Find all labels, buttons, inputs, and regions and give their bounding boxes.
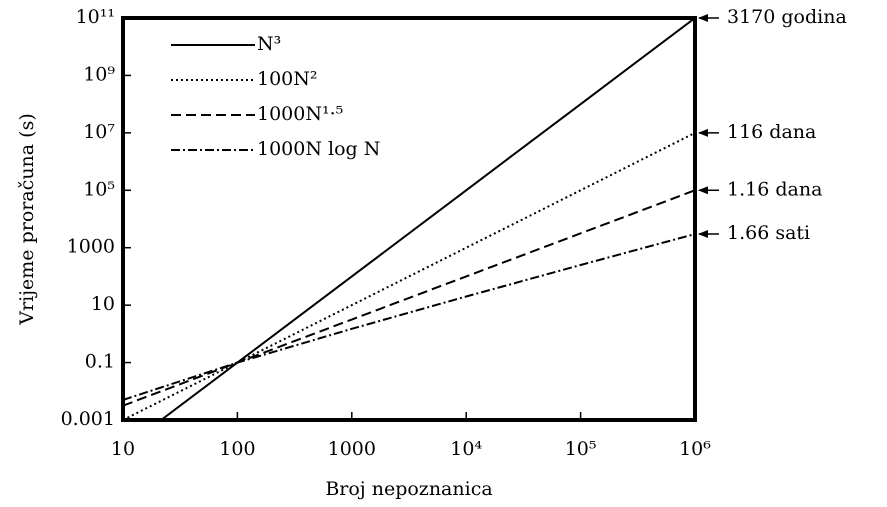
legend-label: N³ <box>257 33 281 55</box>
y-tick-label: 10 <box>91 293 115 315</box>
annotation-label: 1.16 dana <box>727 178 822 200</box>
series-line <box>159 18 695 420</box>
x-axis-label: Broj nepoznanica <box>325 478 492 500</box>
x-tick-label: 10⁴ <box>450 438 482 460</box>
legend-label: 1000N log N <box>257 138 380 160</box>
annotation-label: 3170 godina <box>727 6 847 28</box>
y-tick-label: 10¹¹ <box>76 6 115 28</box>
series-line <box>123 233 695 401</box>
plot-frame <box>121 16 697 422</box>
y-axis-label: Vrijeme proračuna (s) <box>16 113 38 325</box>
y-tick-label: 10⁵ <box>83 178 115 200</box>
series-line <box>123 189 695 407</box>
annotation-label: 116 dana <box>727 121 816 143</box>
series-line <box>123 131 695 420</box>
x-tick-label: 10⁵ <box>565 438 597 460</box>
y-tick-label: 0.1 <box>85 351 115 373</box>
legend-label: 1000N¹·⁵ <box>257 103 343 125</box>
y-tick-label: 1000 <box>67 236 115 258</box>
y-tick-label: 0.001 <box>61 408 115 430</box>
legend-label: 100N² <box>257 68 318 90</box>
x-tick-label: 100 <box>219 438 255 460</box>
x-tick-label: 10 <box>111 438 135 460</box>
annotation-label: 1.66 sati <box>727 222 810 244</box>
x-tick-label: 10⁶ <box>679 438 711 460</box>
y-tick-label: 10⁷ <box>83 121 115 143</box>
plot-lines <box>123 18 695 420</box>
x-tick-label: 1000 <box>328 438 376 460</box>
y-tick-label: 10⁹ <box>83 63 115 85</box>
